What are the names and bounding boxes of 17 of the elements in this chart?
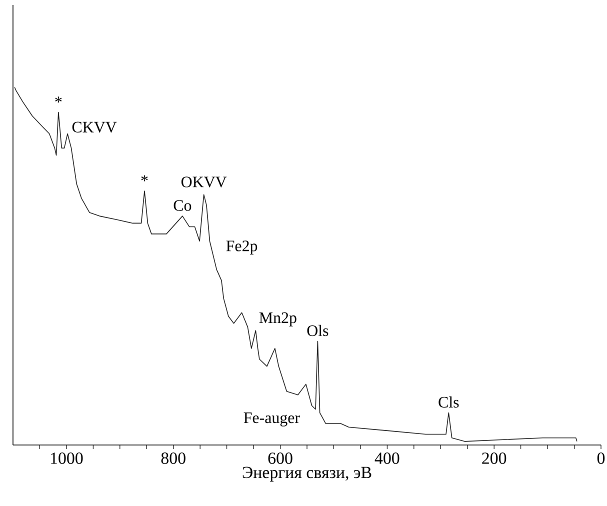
annotation: Fe-auger bbox=[244, 412, 300, 426]
x-axis-title: Энергия связи, эВ bbox=[242, 466, 372, 482]
annotation: CKVV bbox=[72, 122, 117, 133]
x-tick-label: 400 bbox=[374, 452, 400, 464]
annotation: Mn2p bbox=[259, 312, 296, 326]
annotation: Ols bbox=[307, 324, 328, 336]
x-tick-label: 1000 bbox=[50, 452, 83, 464]
annotation: * bbox=[141, 175, 148, 182]
x-tick-label: 600 bbox=[268, 452, 292, 464]
x-tick-label: 800 bbox=[161, 452, 186, 464]
annotation: Fe2p bbox=[226, 240, 258, 255]
annotation: * bbox=[55, 96, 62, 103]
annotation: OKVV bbox=[181, 176, 227, 188]
x-tick-label: 200 bbox=[482, 452, 506, 464]
annotation: Co bbox=[174, 200, 192, 211]
annotation: Cls bbox=[438, 396, 459, 408]
x-tick-label: 0 bbox=[597, 452, 605, 464]
